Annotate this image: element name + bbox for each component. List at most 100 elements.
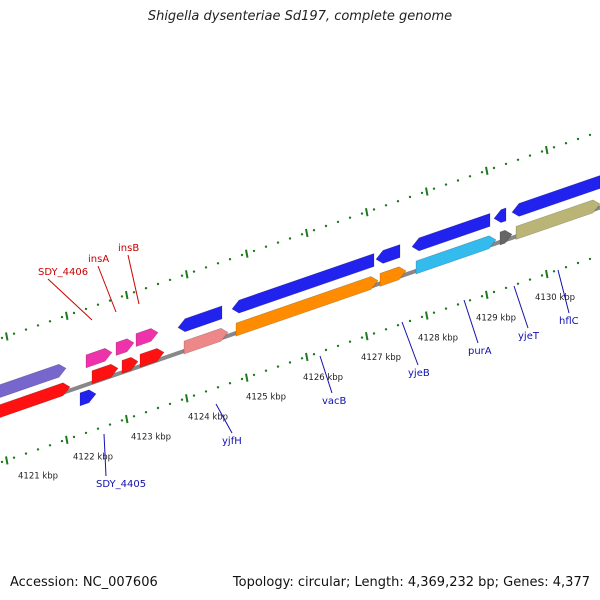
gene-label-insa: insA <box>88 254 109 265</box>
guide-dot-lower <box>492 290 496 294</box>
guide-dot-upper <box>84 307 88 311</box>
guide-dot-upper <box>24 328 28 331</box>
guide-dot-lower <box>504 286 508 290</box>
guide-dot-lower <box>180 398 184 401</box>
guide-dash-lower <box>245 373 249 382</box>
guide-dash-lower <box>485 290 489 299</box>
guide-dot-upper <box>504 162 508 166</box>
gene-arrow <box>231 253 375 314</box>
gene-arrow <box>379 266 407 287</box>
guide-dot-upper <box>144 287 148 290</box>
guide-dot-upper <box>72 311 76 315</box>
guide-dash-upper <box>425 187 429 196</box>
genome-stats-text: Topology: circular; Length: 4,369,232 bp… <box>232 575 590 590</box>
guide-dot-upper <box>468 175 472 178</box>
guide-dash-upper <box>5 332 9 341</box>
guide-dot-upper <box>204 266 208 269</box>
guide-dot-lower <box>264 369 268 372</box>
guide-dot-upper <box>552 146 556 149</box>
gene-arrow <box>91 363 119 385</box>
guide-dot-upper <box>336 220 340 224</box>
guide-dot-upper <box>120 295 124 298</box>
guide-dot-lower <box>324 348 328 352</box>
guide-dot-lower <box>444 307 448 310</box>
guide-dot-upper <box>540 150 544 153</box>
guide-dot-lower <box>144 411 148 414</box>
guide-dot-lower <box>0 460 4 464</box>
guide-dot-lower <box>240 377 244 381</box>
leader-line <box>319 355 333 394</box>
tick-label: 4121 kbp <box>18 471 58 481</box>
gene-label-sdy_4405: SDY_4405 <box>96 479 146 490</box>
guide-dot-upper <box>300 233 304 236</box>
guide-dot-lower <box>192 394 196 397</box>
guide-dot-lower <box>336 344 340 348</box>
gene-label-yjet: yjeT <box>518 331 540 342</box>
guide-dot-upper <box>108 299 112 302</box>
guide-dot-lower <box>60 439 64 443</box>
accession-text: Accession: NC_007606 <box>10 575 158 590</box>
guide-dot-lower <box>456 303 460 306</box>
guide-dot-upper <box>276 241 280 244</box>
guide-dash-lower <box>65 435 69 444</box>
guide-dot-upper <box>180 274 184 277</box>
guide-dash-upper <box>245 249 249 258</box>
guide-dot-upper <box>348 216 352 219</box>
guide-dot-lower <box>516 282 520 285</box>
guide-dot-upper <box>288 237 292 240</box>
guide-dash-upper <box>125 290 129 300</box>
guide-dash-upper <box>365 208 369 217</box>
guide-dot-upper <box>192 270 196 273</box>
tick-label: 4126 kbp <box>303 373 343 383</box>
leader-line <box>463 299 479 344</box>
gene-arrow <box>177 305 223 333</box>
gene-label-yjeb: yjeB <box>408 368 430 379</box>
guide-dot-lower <box>432 311 436 314</box>
guide-dash-upper <box>545 145 549 155</box>
gene-label-sdy_4406: SDY_4406 <box>38 267 88 278</box>
gene-arrow <box>511 175 600 217</box>
guide-dot-lower <box>96 427 100 430</box>
tick-label: 4124 kbp <box>188 413 228 423</box>
gene-arrow-pura <box>415 235 497 275</box>
guide-dot-lower <box>228 382 232 385</box>
guide-dot-upper <box>420 191 424 195</box>
guide-dot-lower <box>216 386 220 389</box>
gene-arrow <box>0 363 67 398</box>
guide-dot-upper <box>252 249 256 253</box>
guide-dot-lower <box>300 357 304 360</box>
leader-line <box>47 278 93 321</box>
guide-dash-lower <box>545 269 549 279</box>
guide-dot-upper <box>564 142 568 145</box>
leader-line <box>103 433 107 477</box>
guide-dot-upper <box>0 336 4 340</box>
guide-dot-lower <box>384 328 388 331</box>
guide-dot-lower <box>48 444 52 447</box>
guide-dot-lower <box>276 365 280 368</box>
guide-dot-upper <box>516 158 520 161</box>
tick-label: 4127 kbp <box>361 353 401 363</box>
guide-dot-upper <box>156 282 160 286</box>
map-title: Shigella dysenteriae Sd197, complete gen… <box>147 9 453 24</box>
guide-dot-lower <box>528 278 532 281</box>
guide-dot-upper <box>168 278 172 282</box>
guide-dot-lower <box>108 423 112 426</box>
guide-dot-upper <box>96 303 100 306</box>
gene-arrow <box>515 199 600 240</box>
guide-dot-lower <box>252 373 256 377</box>
guide-dot-upper <box>12 332 16 335</box>
guide-dash-lower <box>305 352 309 362</box>
guide-dash-upper <box>65 311 69 320</box>
guide-dash-upper <box>305 228 309 238</box>
guide-dot-upper <box>228 258 232 261</box>
guide-dot-upper <box>576 137 580 141</box>
dotted-guide-lines <box>0 133 592 465</box>
tick-label: 4123 kbp <box>131 432 171 442</box>
tick-label: 4128 kbp <box>418 333 458 343</box>
leader-line <box>127 254 140 305</box>
guide-dot-lower <box>396 324 400 327</box>
guide-dot-lower <box>564 266 568 269</box>
guide-dot-upper <box>432 187 436 190</box>
